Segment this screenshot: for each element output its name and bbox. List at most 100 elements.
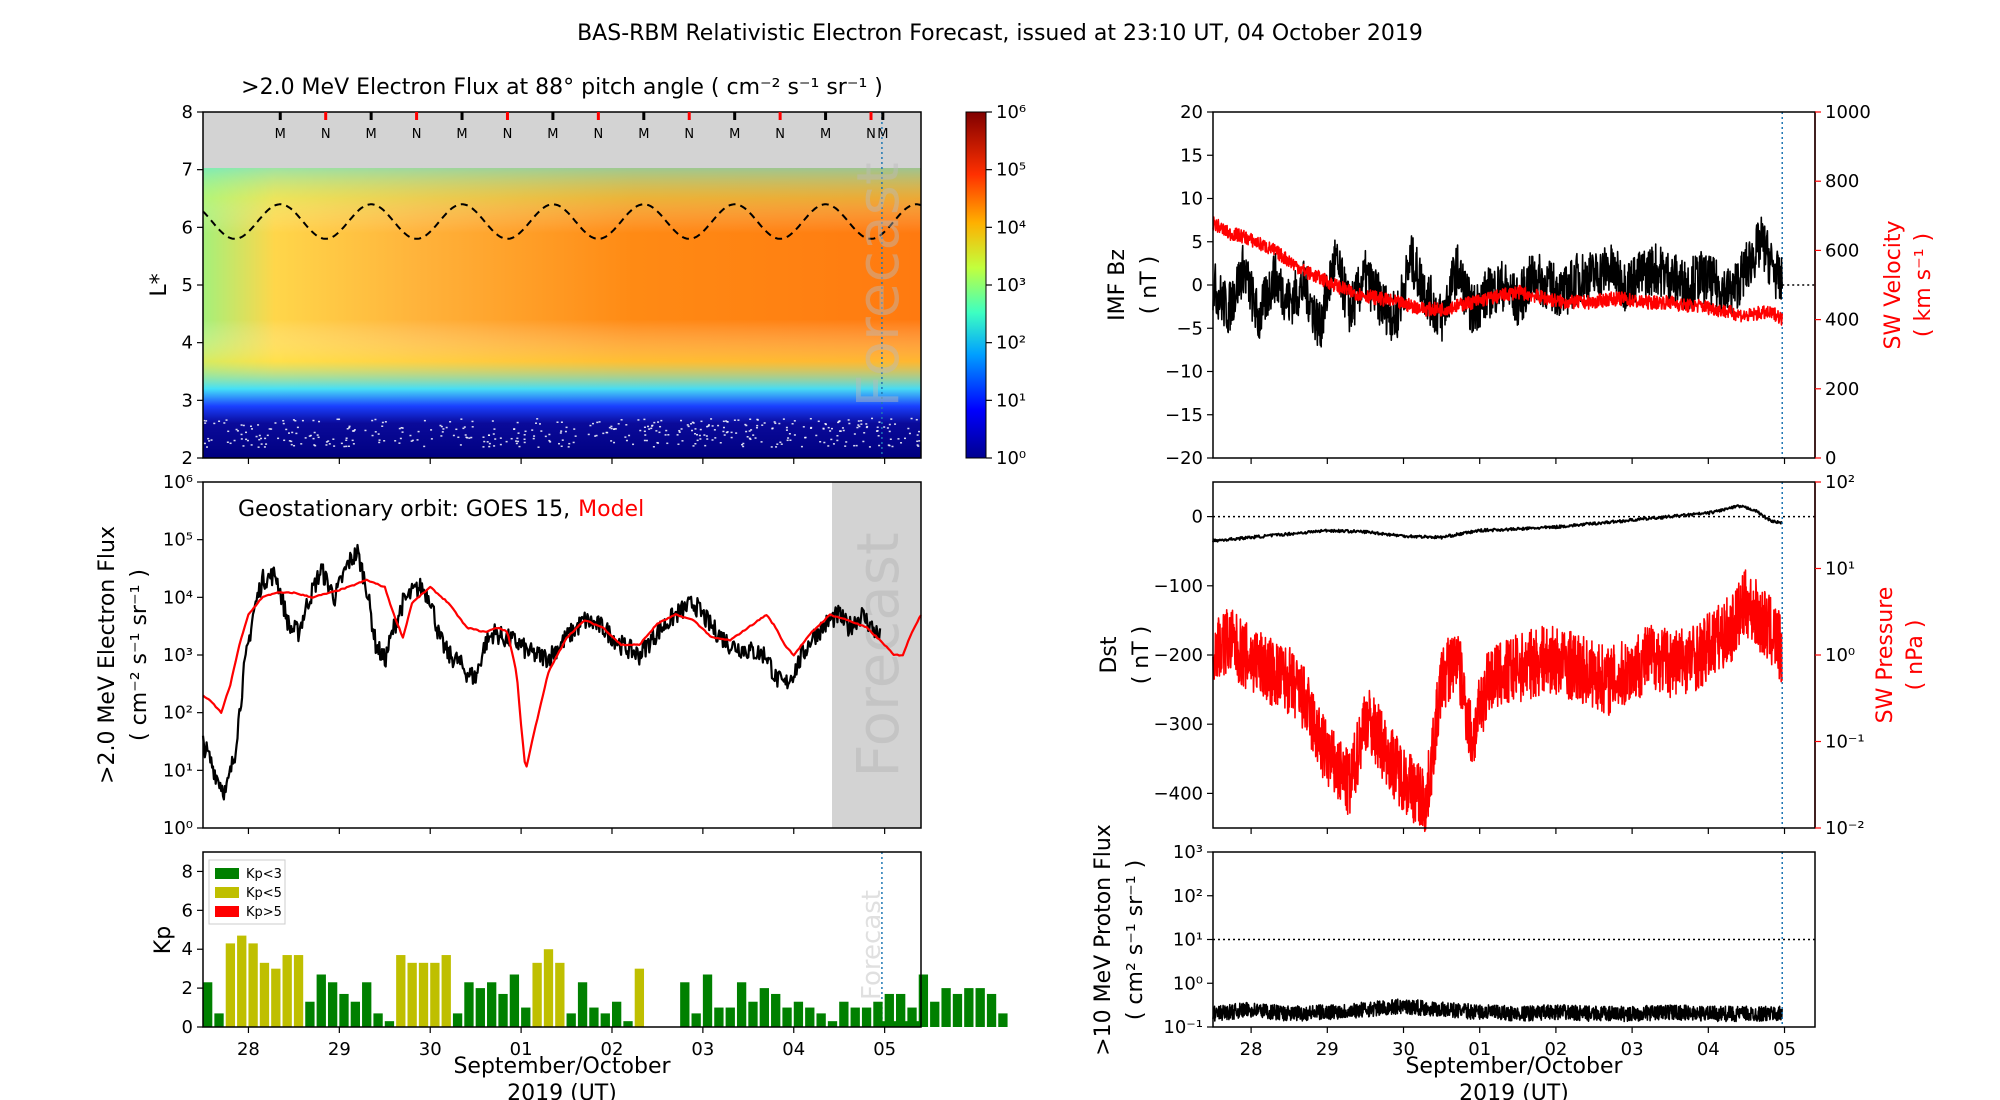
dst-lines <box>1212 482 1816 833</box>
kp-legend: Kp<3 Kp<5 Kp>5 <box>208 859 286 925</box>
belt-speckle <box>698 434 701 437</box>
kp-bar <box>975 988 985 1027</box>
orbit-marker-label: M <box>456 127 467 142</box>
kp-bar <box>293 955 304 1027</box>
belt-speckle <box>242 445 245 447</box>
dst-y-tick-label: −200 <box>1154 645 1203 666</box>
belt-speckle <box>703 434 706 436</box>
sw-velocity-y-tick-label: 0 <box>1825 448 1836 469</box>
geo-flux-y-tick-label: 10⁶ <box>163 472 193 493</box>
belt-speckle <box>830 438 833 441</box>
belt-speckle <box>787 437 790 439</box>
belt-speckle <box>710 418 713 420</box>
belt-speckle <box>464 434 467 436</box>
belt-speckle <box>513 428 516 431</box>
belt-speckle <box>865 423 868 425</box>
belt-speckle <box>516 437 519 440</box>
belt-speckle <box>304 437 307 439</box>
flux-heatmap <box>203 112 921 458</box>
kp-bar <box>930 1001 940 1027</box>
belt-speckle <box>285 428 288 431</box>
belt-speckle <box>518 445 521 448</box>
belt-speckle <box>637 419 640 421</box>
belt-speckle <box>726 420 729 423</box>
kp-bar <box>725 1007 735 1027</box>
left-x-tick-label: 03 <box>691 1039 714 1060</box>
belt-speckle <box>455 428 458 431</box>
flux-map-title: >2.0 MeV Electron Flux at 88° pitch angl… <box>241 75 883 100</box>
kp-bar <box>952 993 963 1027</box>
belt-speckle <box>763 422 766 424</box>
belt-speckle <box>314 444 317 447</box>
orbit-marker-label: M <box>547 127 558 142</box>
belt-speckle <box>725 420 728 422</box>
belt-speckle <box>517 432 520 434</box>
belt-speckle <box>686 424 689 426</box>
belt-speckle <box>900 442 903 444</box>
kp-bar <box>430 962 440 1027</box>
belt-speckle <box>348 427 351 429</box>
belt-speckle <box>260 443 263 445</box>
belt-speckle <box>452 434 455 437</box>
belt-speckle <box>707 424 710 426</box>
kp-bar <box>350 1001 361 1027</box>
orbit-marker-label: N <box>503 127 513 142</box>
belt-speckle <box>800 445 803 448</box>
left-xlabel-2: 2019 (UT) <box>507 1081 617 1100</box>
kp-bar <box>680 982 690 1027</box>
right-x-tick-label: 30 <box>1392 1039 1415 1060</box>
belt-speckle <box>466 437 469 439</box>
belt-speckle <box>240 433 243 436</box>
belt-speckle <box>730 436 733 439</box>
belt-speckle <box>540 430 543 432</box>
belt-speckle <box>827 445 830 447</box>
kp-bar <box>759 988 769 1027</box>
belt-speckle <box>383 440 386 442</box>
belt-speckle <box>218 420 221 423</box>
belt-speckle <box>460 418 463 420</box>
geo-flux-y-tick-label: 10³ <box>163 645 193 666</box>
sw-pressure-ylabel-2: ( nPa ) <box>1903 620 1928 691</box>
proton-y-tick-label: 10⁻¹ <box>1163 1017 1203 1038</box>
belt-speckle <box>516 421 519 424</box>
belt-speckle <box>730 431 733 434</box>
belt-speckle <box>430 438 433 440</box>
belt-speckle <box>836 434 839 437</box>
belt-speckle <box>470 436 473 439</box>
heatmap-gray-band <box>203 112 921 168</box>
kp-ylabel: Kp <box>151 926 176 954</box>
belt-speckle <box>308 435 311 437</box>
kp-bar <box>418 962 429 1027</box>
belt-speckle <box>819 440 822 443</box>
imf-bz-line <box>1212 216 1783 348</box>
belt-speckle <box>482 446 485 448</box>
belt-speckle <box>664 434 667 436</box>
belt-speckle <box>544 435 547 438</box>
belt-speckle <box>327 440 330 442</box>
belt-speckle <box>499 437 502 439</box>
sw-pressure-y-tick-label: 10¹ <box>1825 559 1855 580</box>
belt-speckle <box>205 420 208 422</box>
belt-speckle <box>492 433 495 435</box>
imf-lines <box>1212 112 1816 1027</box>
belt-speckle <box>745 430 748 433</box>
kp-bar <box>611 1001 622 1027</box>
belt-speckle <box>345 439 348 441</box>
left-x-tick-label: 29 <box>328 1039 351 1060</box>
sw-velocity-ylabel-2: ( km s⁻¹ ) <box>1911 233 1936 337</box>
belt-speckle <box>548 439 551 442</box>
kp-bar <box>884 993 894 1027</box>
proton-ylabel-2: ( cm² s⁻¹ sr⁻¹ ) <box>1123 860 1148 1020</box>
belt-speckle <box>871 417 874 420</box>
kp-bar <box>237 935 247 1027</box>
belt-speckle <box>908 432 911 435</box>
kp-bar <box>316 974 326 1027</box>
kp-bar <box>327 982 338 1027</box>
kp-bar <box>532 962 542 1027</box>
belt-speckle <box>203 442 206 445</box>
sw-velocity-y-tick-label: 200 <box>1825 379 1859 400</box>
belt-speckle <box>916 434 919 436</box>
orbit-marker-label: N <box>593 127 603 142</box>
belt-speckle <box>785 429 788 431</box>
belt-speckle <box>789 439 792 441</box>
